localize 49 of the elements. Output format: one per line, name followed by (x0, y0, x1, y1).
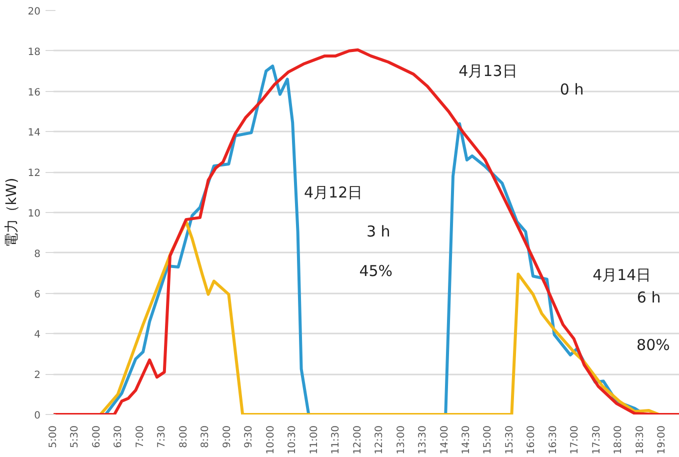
x-tick-label: 9:00 (222, 425, 233, 448)
x-tick-label: 12:30 (374, 425, 386, 454)
y-tick-label: 10 (28, 208, 41, 220)
x-tick-label: 19:00 (656, 425, 668, 454)
y-tick-label: 8 (34, 248, 41, 260)
x-tick-label: 12:00 (352, 425, 364, 454)
x-tick-label: 11:30 (330, 425, 342, 454)
x-tick-label: 6:00 (91, 425, 102, 448)
y-tick-label: 0 (34, 410, 41, 422)
x-tick-label: 5:30 (70, 425, 81, 448)
x-tick-label: 9:30 (244, 425, 255, 448)
annotation: 3 h (366, 222, 390, 241)
y-tick-label: 4 (34, 330, 41, 341)
x-tick-label: 18:30 (634, 425, 646, 454)
x-tick-label: 10:00 (265, 425, 276, 454)
x-tick-label: 13:30 (418, 425, 429, 454)
annotation: 4月12日 (304, 183, 363, 202)
annotation: 0 h (560, 80, 584, 98)
x-tick-label: 15:30 (504, 425, 516, 454)
x-tick-label: 10:30 (287, 425, 298, 454)
y-tick-label: 6 (34, 289, 41, 300)
y-tick-label: 2 (34, 370, 41, 382)
x-tick-label: 14:00 (439, 425, 450, 454)
x-tick-label: 14:30 (460, 425, 472, 454)
y-tick-label: 14 (28, 128, 41, 139)
x-tick-label: 6:30 (113, 425, 124, 448)
x-tick-label: 16:00 (526, 425, 538, 454)
x-tick-label: 13:00 (396, 425, 407, 454)
annotation: 6 h (636, 288, 661, 306)
annotation: 4月14日 (592, 266, 652, 284)
x-tick-label: 11:00 (308, 425, 320, 454)
annotation: 45% (359, 262, 393, 280)
x-tick-label: 15:00 (482, 425, 494, 454)
x-tick-label: 7:30 (156, 425, 168, 448)
x-tick-label: 16:30 (548, 425, 559, 454)
annotation: 80% (636, 336, 670, 354)
y-axis-title: 電力（kW) (4, 178, 20, 248)
x-tick-label: 17:00 (570, 425, 581, 454)
x-tick-label: 18:00 (613, 425, 624, 454)
x-tick-label: 5:00 (48, 425, 59, 448)
y-tick-label: 12 (28, 168, 41, 180)
x-tick-label: 8:00 (178, 425, 190, 448)
y-tick-label: 18 (28, 46, 41, 58)
y-tick-label: 16 (28, 87, 41, 98)
x-tick-label: 17:30 (591, 425, 602, 454)
x-tick-label: 7:00 (134, 425, 146, 448)
annotation: 4月13日 (458, 62, 518, 80)
y-tick-label: 20 (28, 6, 41, 18)
x-tick-label: 8:30 (200, 425, 212, 448)
